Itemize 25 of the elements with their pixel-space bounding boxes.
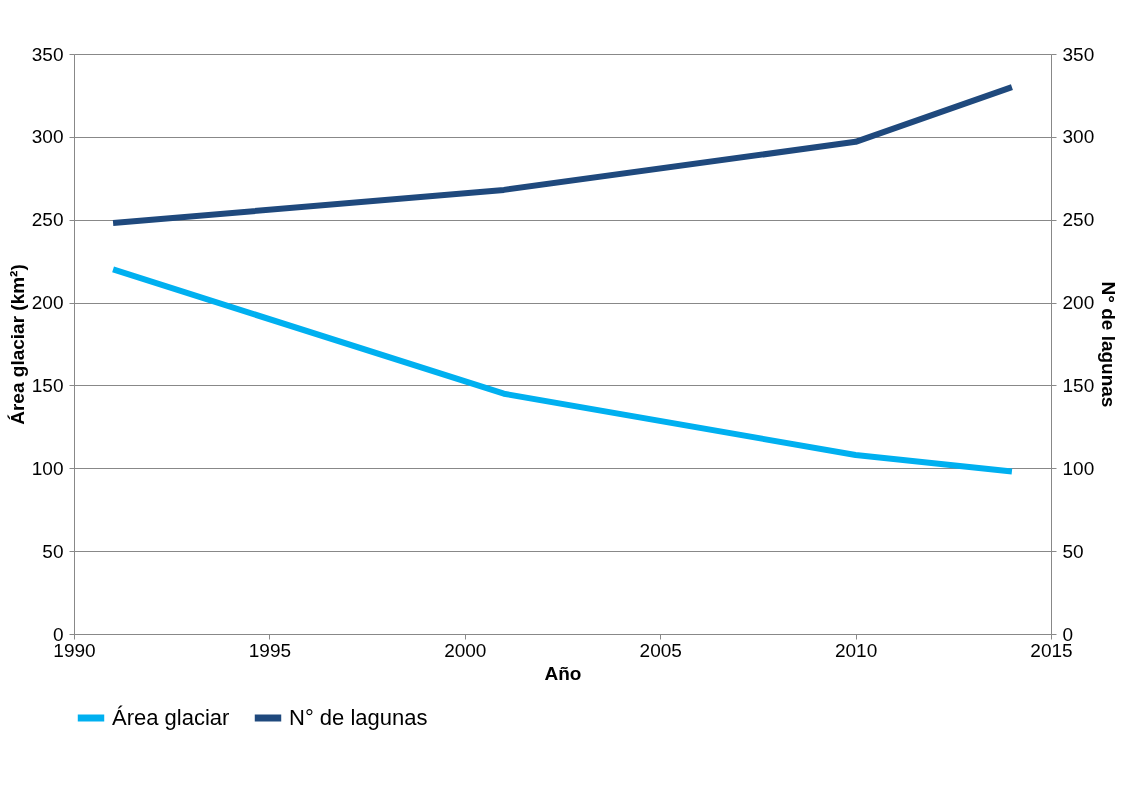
- y-tick-label: 50: [42, 540, 64, 562]
- y2-tick-label: 300: [1062, 126, 1095, 148]
- y-tick-label: 0: [52, 623, 64, 645]
- y-tick-label: 250: [31, 209, 64, 231]
- legend-label: Área glaciar: [112, 705, 230, 730]
- y-tick-label: 100: [31, 457, 64, 479]
- x-tick-label: 2000: [444, 639, 487, 661]
- x-tick-label: 2005: [639, 639, 682, 661]
- x-tick-label: 2010: [834, 639, 878, 661]
- y2-tick-label: 250: [1062, 209, 1095, 231]
- y2-tick-label: 0: [1062, 623, 1074, 645]
- y2-tick-label: 100: [1062, 457, 1095, 479]
- y-tick-label: 350: [31, 43, 64, 65]
- y2-tick-label: 150: [1062, 374, 1095, 396]
- y2-tick-label: 50: [1062, 540, 1084, 562]
- y2-tick-label: 350: [1062, 43, 1095, 65]
- legend-label: N° de lagunas: [289, 705, 428, 730]
- y-tick-label: 200: [31, 292, 64, 314]
- x-axis-title: Año: [544, 662, 582, 684]
- y-axis-title: Área glaciar (km²): [6, 264, 28, 425]
- y-tick-label: 150: [31, 374, 64, 396]
- y2-axis-title: N° de lagunas: [1098, 281, 1120, 408]
- x-tick-label: 1995: [248, 639, 292, 661]
- y2-tick-label: 200: [1062, 292, 1095, 314]
- y-tick-label: 300: [31, 126, 64, 148]
